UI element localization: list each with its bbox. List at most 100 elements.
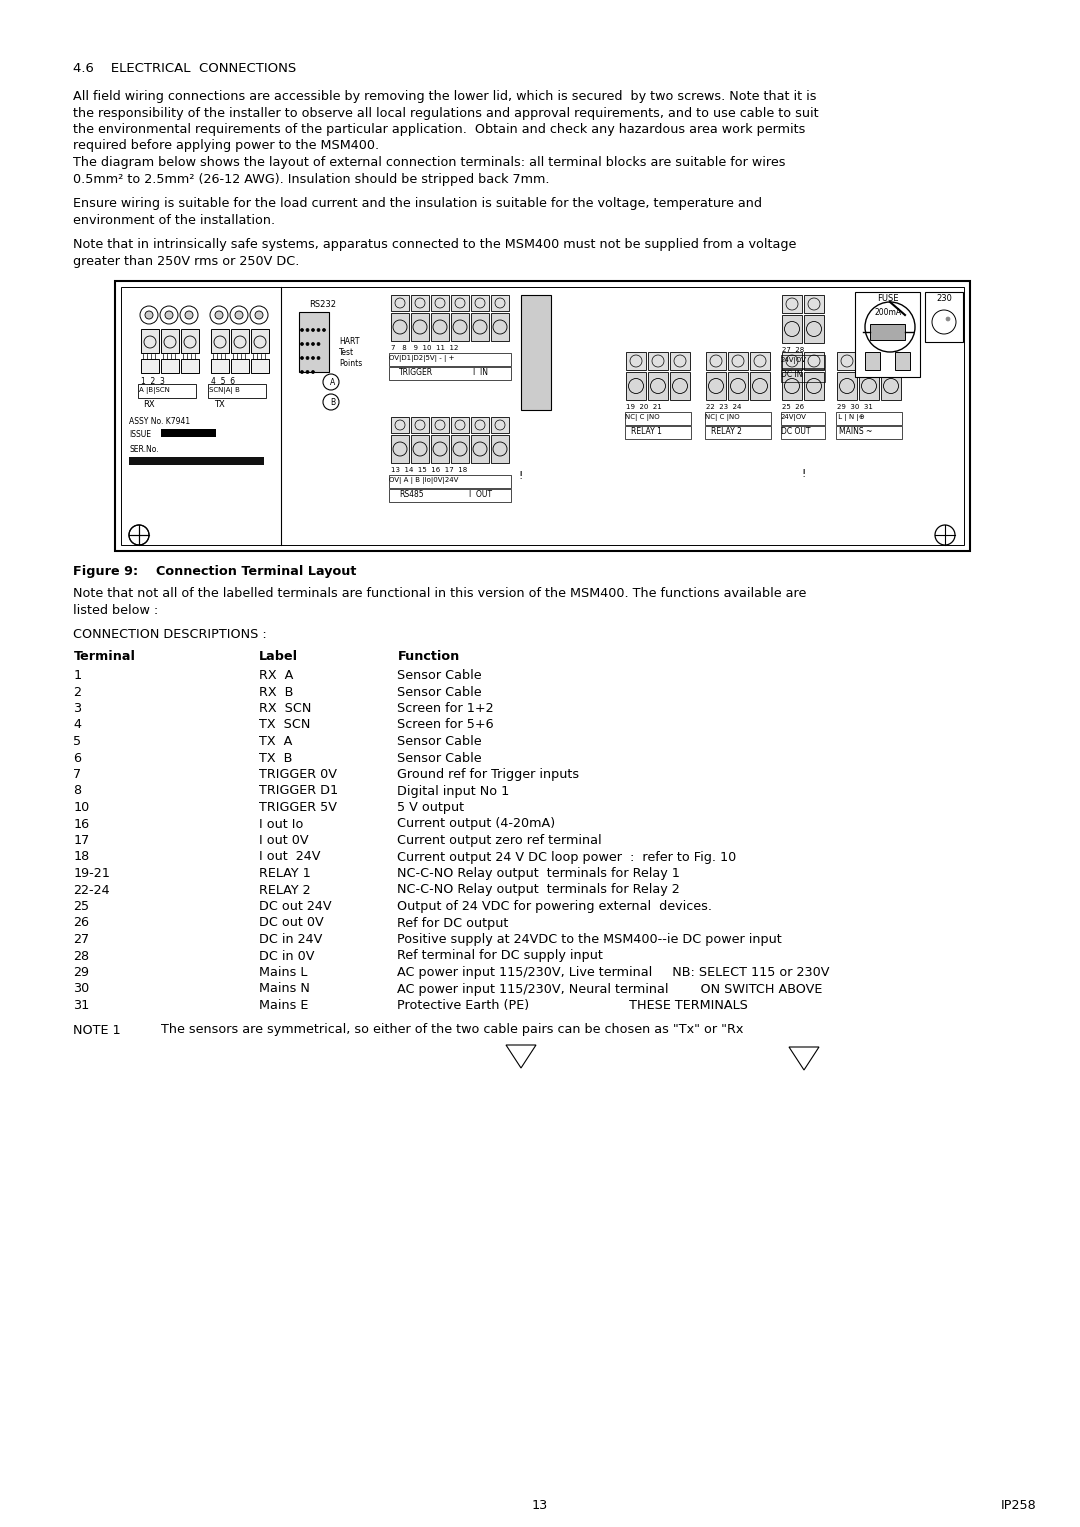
Bar bbox=[870, 324, 905, 341]
Text: Note that in intrinsically safe systems, apparatus connected to the MSM400 must : Note that in intrinsically safe systems,… bbox=[73, 238, 797, 250]
Circle shape bbox=[300, 356, 303, 359]
Text: Points: Points bbox=[339, 359, 362, 368]
Text: TX  B: TX B bbox=[259, 751, 293, 765]
Text: 10: 10 bbox=[73, 802, 90, 814]
Text: 5 V output: 5 V output bbox=[397, 802, 464, 814]
Text: RELAY 1: RELAY 1 bbox=[631, 428, 662, 437]
Bar bbox=[471, 295, 489, 312]
Text: NOTE 1: NOTE 1 bbox=[73, 1023, 121, 1037]
Bar bbox=[231, 359, 249, 373]
Text: 1  2  3: 1 2 3 bbox=[141, 377, 165, 386]
Text: I out 0V: I out 0V bbox=[259, 834, 309, 847]
Bar bbox=[670, 353, 690, 370]
Bar bbox=[411, 295, 429, 312]
Text: OV| A | B |Io|0V|24V: OV| A | B |Io|0V|24V bbox=[389, 476, 458, 484]
Text: Mains E: Mains E bbox=[259, 999, 309, 1012]
Circle shape bbox=[318, 356, 320, 359]
Bar bbox=[451, 417, 469, 434]
Circle shape bbox=[300, 328, 303, 331]
Text: RX  SCN: RX SCN bbox=[259, 702, 311, 715]
Bar bbox=[804, 315, 824, 344]
Bar bbox=[451, 435, 469, 463]
Text: RS485: RS485 bbox=[399, 490, 423, 499]
Bar bbox=[648, 353, 669, 370]
Bar bbox=[451, 295, 469, 312]
Text: 26: 26 bbox=[73, 916, 90, 930]
Bar bbox=[491, 435, 509, 463]
Bar bbox=[781, 370, 825, 382]
Text: greater than 250V rms or 250V DC.: greater than 250V rms or 250V DC. bbox=[73, 255, 300, 267]
Text: 4  5  6: 4 5 6 bbox=[211, 377, 235, 386]
Text: Ground ref for Trigger inputs: Ground ref for Trigger inputs bbox=[397, 768, 580, 780]
Text: 18: 18 bbox=[73, 851, 90, 863]
Text: 17: 17 bbox=[73, 834, 90, 847]
Text: 29  30  31: 29 30 31 bbox=[837, 405, 873, 411]
Bar bbox=[389, 353, 511, 366]
Text: 3: 3 bbox=[73, 702, 82, 715]
Text: environment of the installation.: environment of the installation. bbox=[73, 214, 275, 226]
Bar bbox=[895, 353, 910, 370]
Text: DC out 24V: DC out 24V bbox=[259, 899, 332, 913]
Bar bbox=[836, 412, 902, 425]
Text: 200mA: 200mA bbox=[875, 308, 902, 318]
Text: HART: HART bbox=[339, 337, 360, 347]
Text: TX  SCN: TX SCN bbox=[259, 719, 311, 731]
Bar bbox=[471, 435, 489, 463]
Text: Label: Label bbox=[259, 651, 298, 663]
Text: Output of 24 VDC for powering external  devices.: Output of 24 VDC for powering external d… bbox=[397, 899, 713, 913]
Text: Mains L: Mains L bbox=[259, 967, 308, 979]
Text: TRIGGER 5V: TRIGGER 5V bbox=[259, 802, 337, 814]
Text: RX  B: RX B bbox=[259, 686, 294, 698]
Text: IP258: IP258 bbox=[1001, 1500, 1037, 1512]
Text: DC out 0V: DC out 0V bbox=[259, 916, 324, 930]
Bar bbox=[837, 373, 858, 400]
Bar bbox=[391, 417, 409, 434]
Circle shape bbox=[946, 318, 950, 321]
Bar bbox=[924, 292, 963, 342]
Bar bbox=[781, 426, 825, 438]
Text: the environmental requirements of the particular application.  Obtain and check : the environmental requirements of the pa… bbox=[73, 124, 806, 136]
Bar bbox=[251, 359, 269, 373]
Bar bbox=[389, 475, 511, 489]
Text: ASSY No. K7941: ASSY No. K7941 bbox=[129, 417, 190, 426]
Text: RELAY 2: RELAY 2 bbox=[711, 428, 742, 437]
Bar bbox=[491, 313, 509, 341]
Text: 13: 13 bbox=[531, 1500, 549, 1512]
Text: 230: 230 bbox=[936, 295, 951, 302]
Text: OV|D1|D2|5V| - | +: OV|D1|D2|5V| - | + bbox=[389, 354, 455, 362]
Bar bbox=[141, 359, 159, 373]
Bar bbox=[865, 353, 880, 370]
Bar bbox=[251, 328, 269, 353]
Bar bbox=[471, 313, 489, 341]
Bar bbox=[389, 366, 511, 380]
Bar bbox=[804, 295, 824, 313]
Text: 4: 4 bbox=[73, 719, 81, 731]
Text: 16: 16 bbox=[73, 817, 90, 831]
Bar bbox=[211, 328, 229, 353]
Text: A: A bbox=[330, 379, 335, 386]
Text: TRIGGER 0V: TRIGGER 0V bbox=[259, 768, 337, 780]
Bar bbox=[181, 328, 199, 353]
Circle shape bbox=[318, 328, 320, 331]
Text: AC power input 115/230V, Neural terminal        ON SWITCH ABOVE: AC power input 115/230V, Neural terminal… bbox=[397, 982, 823, 996]
Bar bbox=[491, 417, 509, 434]
Bar bbox=[750, 353, 770, 370]
Text: B: B bbox=[330, 399, 335, 408]
Text: NC-C-NO Relay output  terminals for Relay 2: NC-C-NO Relay output terminals for Relay… bbox=[397, 884, 680, 896]
Bar bbox=[782, 373, 802, 400]
Bar bbox=[411, 313, 429, 341]
Circle shape bbox=[311, 342, 314, 345]
Bar bbox=[706, 373, 726, 400]
Bar bbox=[837, 353, 858, 370]
Text: L | N |⊕: L | N |⊕ bbox=[836, 414, 865, 421]
Text: Current output zero ref terminal: Current output zero ref terminal bbox=[397, 834, 602, 847]
Bar bbox=[625, 412, 691, 425]
Bar bbox=[411, 417, 429, 434]
Bar bbox=[859, 373, 879, 400]
Bar bbox=[391, 313, 409, 341]
Text: 31: 31 bbox=[73, 999, 90, 1012]
Bar bbox=[231, 328, 249, 353]
Bar bbox=[181, 359, 199, 373]
Bar bbox=[625, 426, 691, 438]
Text: 6: 6 bbox=[73, 751, 81, 765]
